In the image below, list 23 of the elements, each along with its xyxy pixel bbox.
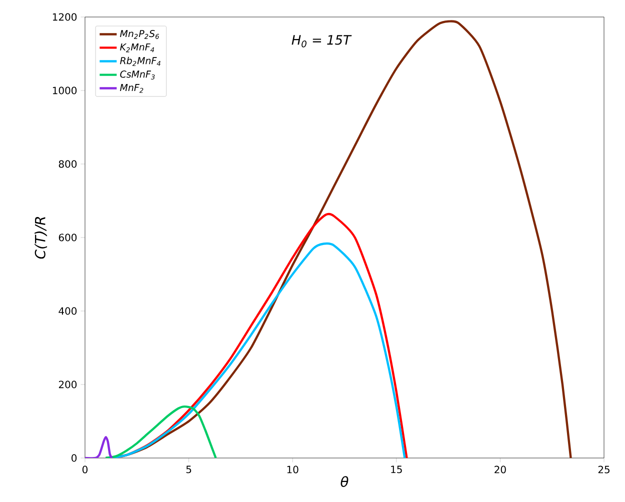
y-tick-label: 1200 [52, 13, 77, 21]
annotation: H$_{0}$ = 15T [292, 35, 352, 48]
legend-label: K$_{2}$MnF$_{4}$ [120, 43, 154, 52]
y-tick-label: 1000 [52, 86, 77, 94]
y-tick-label: 600 [58, 234, 77, 242]
x-tick-label: 15 [391, 466, 402, 474]
line-series [104, 405, 217, 458]
y-tick-label: 200 [58, 380, 77, 388]
x-tick-label: 20 [494, 466, 506, 474]
x-tick-label: 0 [82, 466, 88, 474]
x-tick-label: 5 [186, 466, 192, 474]
x-axis-title: θ [340, 476, 348, 488]
y-tick-label: 0 [72, 454, 77, 462]
y-axis-title: C(T)/R [34, 217, 48, 259]
legend-label: Mn$_{2}$P$_{2}$S$_{6}$ [120, 30, 159, 39]
legend-label: CsMnF$_{3}$ [120, 70, 155, 80]
line-series [85, 436, 114, 458]
legend-label: MnF$_{2}$ [120, 84, 144, 93]
x-tick-label: 25 [598, 466, 610, 474]
y-tick-label: 400 [58, 307, 77, 315]
y-tick-label: 800 [58, 160, 77, 168]
legend-label: Rb$_{2}$MnF$_{4}$ [120, 56, 160, 66]
x-tick-label: 10 [287, 466, 298, 474]
